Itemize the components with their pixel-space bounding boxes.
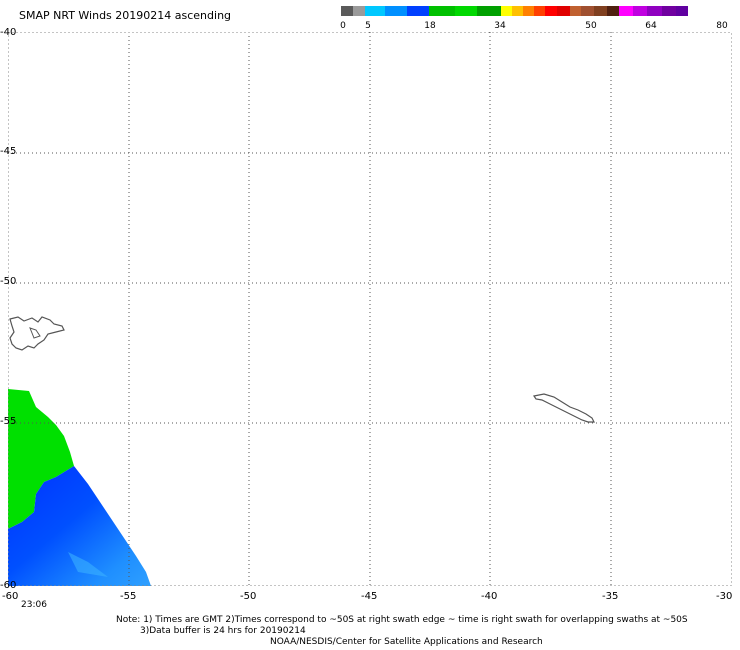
x-tick-label: -60 bbox=[2, 591, 19, 602]
y-tick-label: -50 bbox=[0, 276, 17, 287]
colorbar-label-80: 80 bbox=[716, 21, 728, 31]
wind-swath-blue bbox=[8, 466, 151, 586]
swath-time-label: 23:06 bbox=[21, 600, 47, 610]
wind-speed-colorbar bbox=[341, 6, 728, 16]
wind-swath-green bbox=[8, 389, 74, 529]
x-tick-label: -55 bbox=[120, 591, 137, 602]
note-line-2: 3)Data buffer is 24 hrs for 20190214 bbox=[140, 626, 306, 636]
x-tick-label: -45 bbox=[361, 591, 378, 602]
falkland-islands-outline bbox=[9, 316, 65, 351]
y-tick-label: -40 bbox=[0, 27, 17, 38]
y-tick-label: -45 bbox=[0, 146, 17, 157]
note-line-1: Note: 1) Times are GMT 2)Times correspon… bbox=[116, 615, 688, 625]
south-georgia-outline bbox=[533, 393, 595, 423]
y-tick-label: -55 bbox=[0, 416, 17, 427]
map-title: SMAP NRT Winds 20190214 ascending bbox=[19, 9, 232, 22]
colorbar-label-0: 0 bbox=[340, 21, 346, 31]
x-tick-label: -35 bbox=[602, 591, 619, 602]
wind-map bbox=[8, 32, 732, 586]
colorbar-label-50: 50 bbox=[585, 21, 597, 31]
colorbar-label-34: 34 bbox=[494, 21, 506, 31]
credit-line: NOAA/NESDIS/Center for Satellite Applica… bbox=[270, 637, 543, 647]
x-tick-label: -30 bbox=[716, 591, 733, 602]
graticule bbox=[8, 32, 732, 586]
colorbar-label-64: 64 bbox=[645, 21, 657, 31]
colorbar-label-18: 18 bbox=[424, 21, 436, 31]
x-tick-label: -40 bbox=[481, 591, 498, 602]
colorbar-label-5: 5 bbox=[365, 21, 371, 31]
x-tick-label: -50 bbox=[240, 591, 257, 602]
y-tick-label: -60 bbox=[0, 580, 17, 591]
